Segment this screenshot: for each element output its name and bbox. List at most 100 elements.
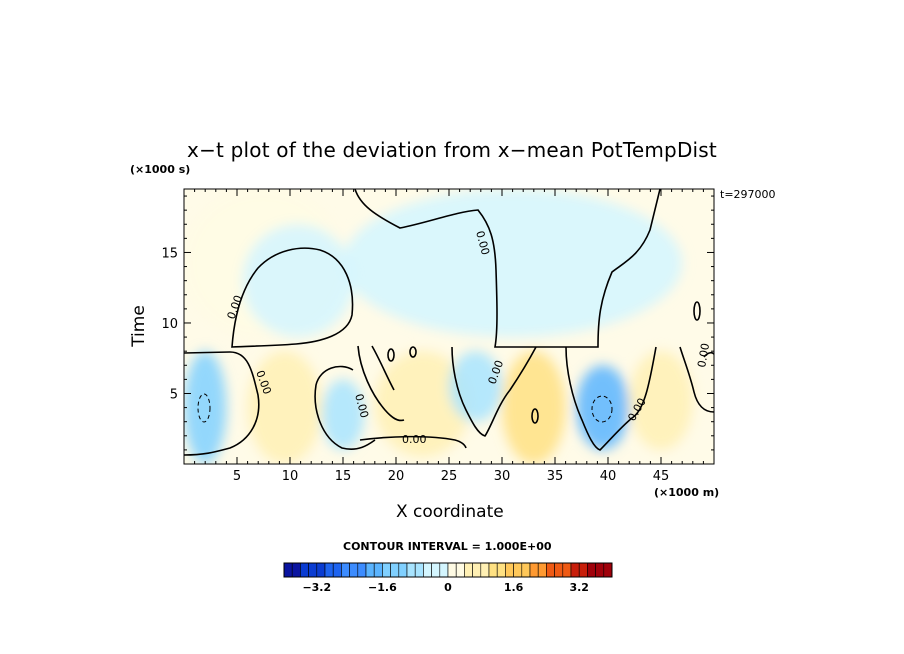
- chart-title: x−t plot of the deviation from x−mean Po…: [187, 138, 717, 162]
- colorbar-cell: [595, 562, 605, 578]
- colorbar-cell: [283, 562, 293, 578]
- contour-upper-boundary: [354, 189, 661, 348]
- colorbar-cell: [570, 562, 580, 578]
- colorbar-cell: [488, 562, 498, 578]
- contour-lower-8: [679, 346, 714, 413]
- contour-lower-2: [314, 365, 376, 450]
- colorbar-cell: [513, 562, 523, 578]
- contour-ring-1: [531, 408, 539, 424]
- contour-lower-4: [371, 345, 395, 391]
- region-lower-cool-3: [449, 351, 502, 422]
- colorbar-tick-label: 1.6: [504, 581, 524, 594]
- contour-label: 0.00: [352, 392, 371, 419]
- colorbar-cell: [455, 562, 465, 578]
- y-tick-label: 5: [170, 387, 178, 402]
- time-stamp: t=297000: [720, 188, 776, 201]
- region-lower-cool-2: [321, 379, 365, 450]
- contour-lower-3: [357, 345, 405, 422]
- colorbar-tick-label: 3.2: [569, 581, 589, 594]
- colorbar-cell: [382, 562, 391, 578]
- colorbar-cell: [291, 562, 301, 578]
- shaded-field: [184, 189, 693, 464]
- contour-interval-text: CONTOUR INTERVAL = 1.000E+00: [343, 540, 552, 553]
- y-units-label: (×1000 s): [130, 163, 191, 176]
- region-lower-cool-left: [184, 351, 227, 464]
- colorbar-cell: [414, 562, 424, 578]
- region-upper-cool: [342, 189, 683, 338]
- colorbar-cell: [349, 562, 359, 578]
- colorbar-cell: [480, 562, 490, 578]
- colorbar-cell: [357, 562, 367, 578]
- x-tick-label: 10: [282, 469, 299, 484]
- colorbar-tick-label: −1.6: [368, 581, 397, 594]
- contour-label: 0.00: [473, 229, 492, 256]
- contour-bubble: [231, 247, 354, 348]
- y-axis-label: Time: [128, 305, 149, 347]
- colorbar-cell: [423, 562, 432, 578]
- colorbar-cell: [300, 562, 309, 578]
- colorbar-cell: [308, 562, 318, 578]
- contour-lower-6: [451, 346, 537, 437]
- x-tick-label: 5: [233, 469, 241, 484]
- x-units-label: (×1000 m): [654, 486, 720, 499]
- colorbar-cell: [496, 562, 506, 578]
- region-lower-warm-3: [502, 351, 566, 464]
- colorbar-cell: [398, 562, 408, 578]
- zero-contours: [184, 189, 714, 456]
- x-tick-label: 40: [600, 469, 617, 484]
- colorbar-cell: [464, 562, 473, 578]
- region-lower-warm-4: [629, 351, 693, 450]
- colorbar-cell: [554, 562, 564, 578]
- colorbar-cell: [521, 562, 531, 578]
- colorbar-cell: [505, 562, 514, 578]
- colorbar-cell: [587, 562, 596, 578]
- axis-ticks: [184, 189, 714, 464]
- region-lower-cool-4: [576, 365, 630, 450]
- contour-lower-1: [184, 351, 260, 456]
- x-tick-label: 15: [335, 469, 352, 484]
- contour-negative-2: [591, 395, 613, 423]
- x-tick-label: 35: [547, 469, 564, 484]
- colorbar-cell: [439, 562, 449, 578]
- colorbar-cell: [373, 562, 383, 578]
- colorbar-tick-label: 0: [444, 581, 452, 594]
- colorbar-cell: [562, 562, 572, 578]
- colorbar-cell: [341, 562, 350, 578]
- contour-lower-5: [359, 435, 467, 449]
- contour-ring-2: [693, 301, 701, 321]
- colorbar-cell: [324, 562, 334, 578]
- colorbar-cell: [390, 562, 400, 578]
- colorbar-cell: [431, 562, 441, 578]
- x-tick-label: 25: [441, 469, 458, 484]
- colorbar-cell: [447, 562, 457, 578]
- y-tick-label: 10: [161, 317, 178, 332]
- colorbar-cell: [603, 562, 613, 578]
- contour-label: 0.00: [695, 342, 712, 368]
- colorbar-cell: [332, 562, 342, 578]
- colorbar-cell: [406, 562, 416, 578]
- colorbar-cell: [472, 562, 482, 578]
- colorbar: −3.2 −1.6 0 1.6 3.2: [283, 562, 613, 594]
- region-lower-warm-1: [247, 351, 322, 464]
- colorbar-cell: [546, 562, 555, 578]
- contour-lower-9: [703, 351, 714, 358]
- axis-tick-labels: 5 10 15 20 25 30 35 40 45 5 10 15: [161, 246, 669, 484]
- region-lower-warm-2: [374, 351, 471, 457]
- contour-negative-1: [197, 393, 211, 423]
- colorbar-frame: [283, 562, 613, 578]
- contour-ring-3: [409, 346, 417, 358]
- x-tick-label: 30: [494, 469, 511, 484]
- x-tick-label: 20: [388, 469, 405, 484]
- x-axis-label: X coordinate: [396, 502, 504, 522]
- colorbar-cell: [537, 562, 547, 578]
- x-tick-label: 45: [653, 469, 670, 484]
- colorbar-cell: [365, 562, 375, 578]
- contour-lower-7: [565, 346, 657, 451]
- contour-label: 0.00: [402, 433, 427, 446]
- y-tick-label: 15: [161, 246, 178, 261]
- region-bubble-cool: [242, 224, 354, 338]
- colorbar-cell: [529, 562, 539, 578]
- colorbar-cell: [578, 562, 588, 578]
- colorbar-cell: [316, 562, 326, 578]
